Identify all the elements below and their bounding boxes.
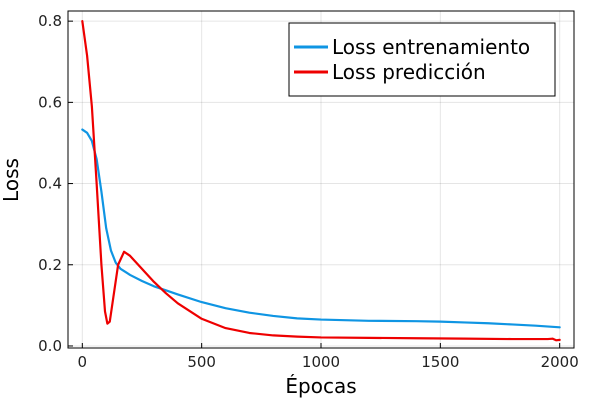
- y-tick-label: 0.0: [38, 337, 62, 355]
- y-tick-label: 0.6: [38, 93, 62, 111]
- y-tick-label: 0.4: [38, 175, 62, 193]
- legend-label-train: Loss entrenamiento: [332, 35, 530, 59]
- series-line-1: [81, 20, 561, 342]
- series-line-0: [81, 128, 561, 329]
- series-lines: [81, 20, 561, 342]
- x-axis-label: Épocas: [285, 374, 356, 398]
- grid: [68, 11, 574, 348]
- legend-label-pred: Loss predicción: [332, 60, 486, 84]
- y-tick-label: 0.2: [38, 256, 62, 274]
- x-tick-label: 0: [78, 353, 88, 371]
- x-tick-label: 500: [187, 353, 216, 371]
- y-tick-label: 0.8: [38, 12, 62, 30]
- x-tick-label: 1000: [302, 353, 340, 371]
- y-axis-label: Loss: [0, 158, 23, 202]
- legend-box: [288, 22, 556, 97]
- legend: Loss entrenamiento Loss predicción: [288, 22, 556, 97]
- x-tick-label: 2000: [541, 353, 579, 371]
- x-tick-label: 1500: [421, 353, 459, 371]
- axis-ticks: 0 500 1000 1500 2000 0.0 0.2 0.4 0.6 0.8: [38, 12, 579, 371]
